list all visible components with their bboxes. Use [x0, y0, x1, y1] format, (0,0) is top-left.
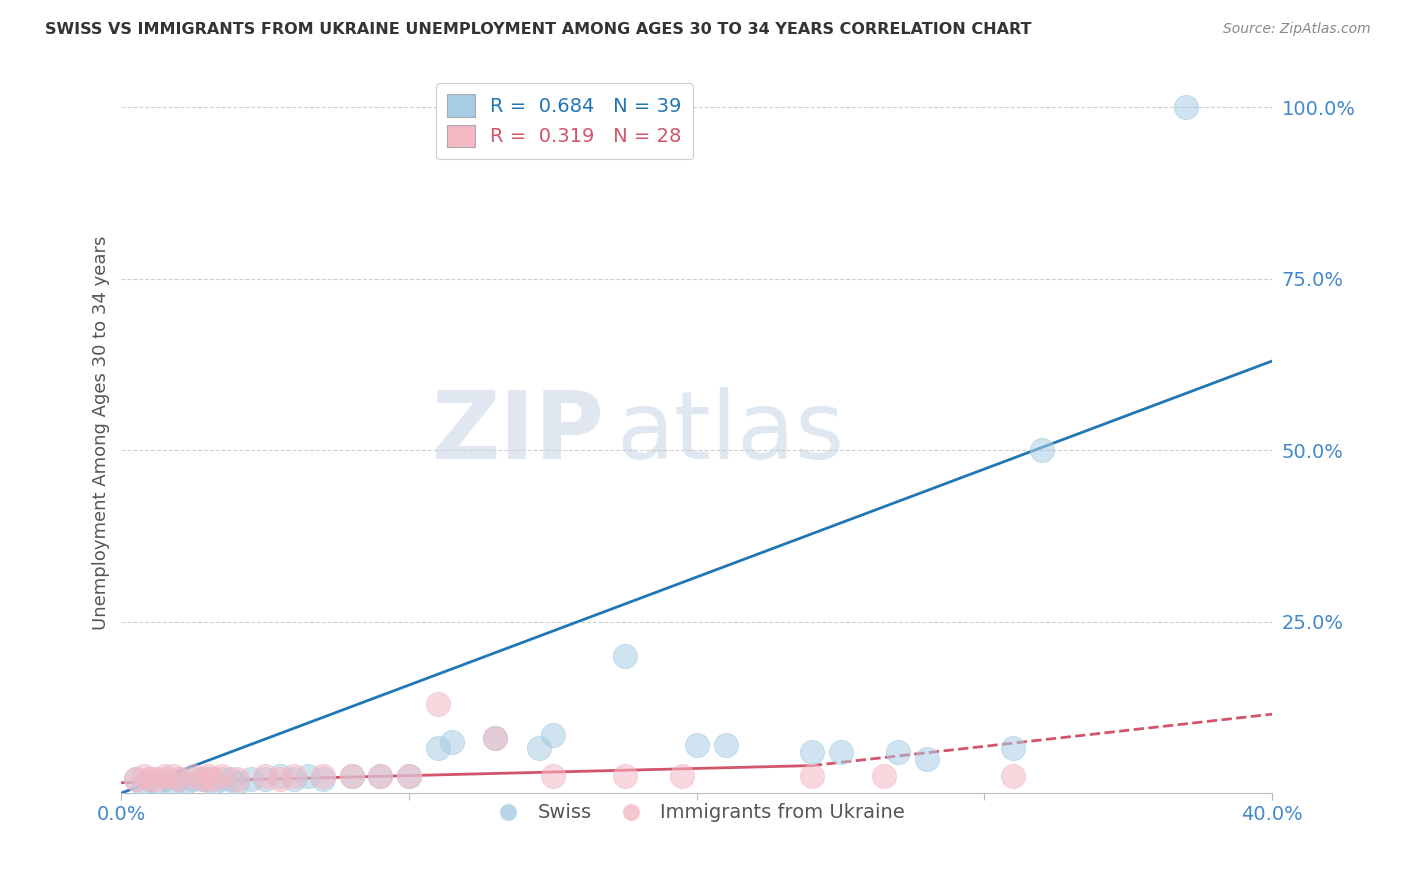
Point — [1174, 100, 1197, 114]
Point — [153, 772, 176, 787]
Point — [254, 772, 277, 787]
Point — [441, 734, 464, 748]
Point — [426, 697, 449, 711]
Point — [340, 769, 363, 783]
Point — [370, 769, 392, 783]
Point — [173, 776, 195, 790]
Point — [139, 772, 162, 787]
Point — [134, 779, 156, 793]
Point — [541, 769, 564, 783]
Point — [297, 769, 319, 783]
Point — [1002, 741, 1025, 756]
Point — [162, 769, 184, 783]
Point — [269, 769, 291, 783]
Point — [125, 772, 148, 787]
Point — [225, 776, 247, 790]
Point — [162, 776, 184, 790]
Point — [527, 741, 550, 756]
Point — [484, 731, 506, 746]
Text: ZIP: ZIP — [432, 387, 605, 479]
Point — [202, 772, 225, 787]
Point — [183, 772, 205, 787]
Point — [191, 772, 214, 787]
Point — [800, 745, 823, 759]
Point — [830, 745, 852, 759]
Point — [426, 741, 449, 756]
Point — [211, 772, 233, 787]
Text: SWISS VS IMMIGRANTS FROM UKRAINE UNEMPLOYMENT AMONG AGES 30 TO 34 YEARS CORRELAT: SWISS VS IMMIGRANTS FROM UKRAINE UNEMPLO… — [45, 22, 1032, 37]
Point — [541, 728, 564, 742]
Point — [915, 752, 938, 766]
Point — [197, 769, 219, 783]
Point — [153, 769, 176, 783]
Point — [1031, 443, 1053, 458]
Point — [139, 772, 162, 787]
Point — [202, 776, 225, 790]
Point — [312, 772, 335, 787]
Point — [269, 772, 291, 787]
Point — [714, 738, 737, 752]
Point — [225, 772, 247, 787]
Point — [800, 769, 823, 783]
Point — [1002, 769, 1025, 783]
Point — [219, 772, 242, 787]
Point — [125, 772, 148, 787]
Point — [873, 769, 896, 783]
Point — [370, 769, 392, 783]
Text: atlas: atlas — [616, 387, 845, 479]
Point — [398, 769, 420, 783]
Point — [183, 769, 205, 783]
Point — [686, 738, 709, 752]
Point — [254, 769, 277, 783]
Point — [312, 769, 335, 783]
Point — [191, 772, 214, 787]
Point — [167, 772, 190, 787]
Point — [887, 745, 910, 759]
Point — [239, 772, 262, 787]
Point — [398, 769, 420, 783]
Point — [167, 772, 190, 787]
Point — [340, 769, 363, 783]
Point — [283, 769, 305, 783]
Point — [145, 772, 167, 787]
Point — [283, 772, 305, 787]
Legend: Swiss, Immigrants from Ukraine: Swiss, Immigrants from Ukraine — [481, 796, 912, 830]
Point — [613, 648, 636, 663]
Point — [134, 769, 156, 783]
Y-axis label: Unemployment Among Ages 30 to 34 years: Unemployment Among Ages 30 to 34 years — [93, 235, 110, 630]
Point — [145, 776, 167, 790]
Text: Source: ZipAtlas.com: Source: ZipAtlas.com — [1223, 22, 1371, 37]
Point — [197, 772, 219, 787]
Point — [671, 769, 693, 783]
Point — [484, 731, 506, 746]
Point — [613, 769, 636, 783]
Point — [211, 769, 233, 783]
